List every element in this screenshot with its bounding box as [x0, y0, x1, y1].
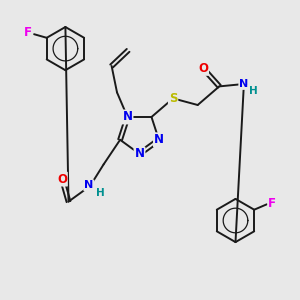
Text: N: N	[154, 133, 164, 146]
Text: N: N	[84, 180, 94, 190]
Text: N: N	[134, 147, 145, 161]
Text: O: O	[57, 172, 67, 186]
Text: N: N	[239, 79, 248, 89]
Text: H: H	[248, 85, 257, 96]
Text: F: F	[268, 196, 276, 210]
Text: O: O	[198, 62, 208, 75]
Text: N: N	[122, 110, 133, 124]
Text: S: S	[169, 92, 177, 105]
Text: F: F	[24, 26, 32, 40]
Text: H: H	[96, 188, 105, 198]
